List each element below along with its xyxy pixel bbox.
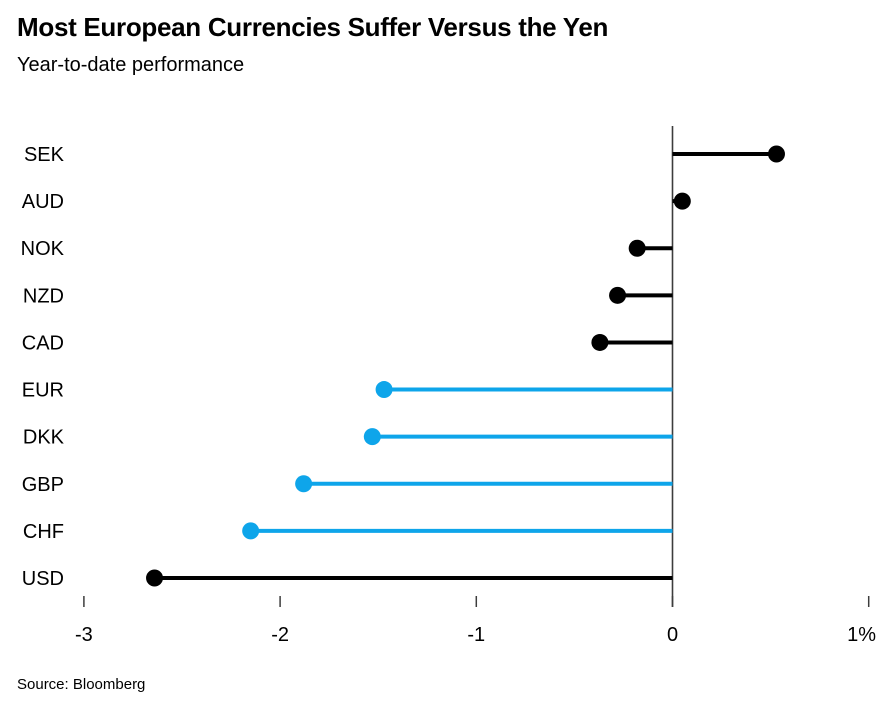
axis-tick-label: 0 <box>667 624 678 646</box>
lollipop-dot <box>628 239 646 257</box>
category-label: NOK <box>21 238 65 260</box>
lollipop-dot <box>146 569 164 587</box>
chart-subtitle: Year-to-date performance <box>17 54 245 76</box>
lollipop-dot <box>767 145 785 163</box>
axis-tick-label: -2 <box>271 624 289 646</box>
category-label: DKK <box>23 427 65 449</box>
lollipop-dot <box>295 475 313 493</box>
axis-tick-label: -3 <box>75 624 93 646</box>
lollipop-dot <box>363 428 381 446</box>
axis-tick-label: 1% <box>847 624 876 646</box>
axis-tick-label: -1 <box>467 624 485 646</box>
category-label: NZD <box>23 285 64 307</box>
chart-title: Most European Currencies Suffer Versus t… <box>17 12 609 42</box>
source-note: Source: Bloomberg <box>17 676 146 693</box>
lollipop-dot <box>591 333 609 351</box>
lollipop-dot <box>673 192 691 210</box>
category-label: SEK <box>24 144 65 166</box>
lollipop-dot <box>375 381 393 399</box>
category-label: GBP <box>22 474 64 496</box>
category-label: AUD <box>22 191 64 213</box>
category-label: USD <box>22 568 64 590</box>
category-label: EUR <box>22 380 64 402</box>
category-label: CAD <box>22 332 64 354</box>
lollipop-dot <box>609 286 627 304</box>
lollipop-dot <box>242 522 260 540</box>
category-label: CHF <box>23 521 64 543</box>
